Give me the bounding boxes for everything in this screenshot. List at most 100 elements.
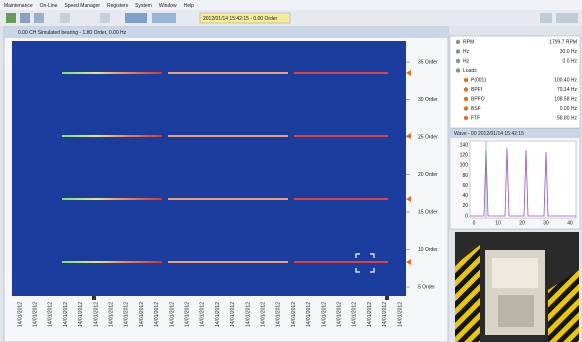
menu-item[interactable]: On-Line	[40, 3, 58, 9]
cursor-icon[interactable]	[355, 253, 375, 273]
x-axis: 14/01/2012 14/01/2012 14/01/2012 14/01/2012…	[17, 302, 403, 327]
markers	[406, 70, 411, 265]
window-title-bar	[4, 27, 448, 38]
trace	[62, 198, 388, 200]
tool-button[interactable]	[100, 13, 110, 23]
x-axis-label: 14/01/2012	[48, 302, 54, 327]
tree-label[interactable]: BSF	[471, 106, 481, 112]
x-axis-label: 14/01/2012	[93, 302, 99, 327]
y-axis-label: 10 Order	[418, 247, 438, 253]
tree-label[interactable]: P(001)	[471, 77, 486, 83]
menu-item[interactable]: Registers	[107, 3, 129, 9]
x-axis-label: 14/01/2012	[261, 302, 267, 327]
x-axis-label: 14/01/2012	[78, 302, 84, 327]
tree-value: 100.40 Hz	[554, 77, 577, 83]
spectrum-y-label: 80	[462, 173, 468, 179]
photo-content	[455, 245, 579, 342]
tree-value: 0.00 Hz	[560, 106, 578, 112]
toolbar-icons	[6, 12, 578, 24]
tree-icon	[455, 49, 461, 54]
x-axis-label: 14/01/2012	[276, 302, 282, 327]
menu-item[interactable]: Help	[184, 3, 195, 9]
tree-label[interactable]: Hz	[463, 58, 470, 64]
x-axis-label: 14/01/2012	[124, 302, 130, 327]
x-axis-label: 14/01/2012	[63, 302, 69, 327]
timestamp-field[interactable]	[199, 12, 291, 24]
spectrum-x-label: 0	[473, 220, 476, 226]
spectrum-y-label: 40	[462, 193, 468, 199]
trace	[62, 261, 388, 263]
x-axis-label: 14/01/2012	[337, 302, 343, 327]
tree-value: 70.14 Hz	[557, 87, 578, 93]
y-axis: 35 Order 30 Order 25 Order 20 Order 15 Order…	[406, 59, 438, 290]
x-axis-label: 14/01/2012	[367, 302, 373, 327]
y-axis-label: 30 Order	[418, 97, 438, 103]
x-axis-label: 14/01/2012	[215, 302, 221, 327]
x-axis-label: 14/01/2012	[33, 302, 39, 327]
x-axis-label: 14/01/2012	[154, 302, 160, 327]
spectrum-x-label: 30	[543, 220, 549, 226]
tree-icon	[455, 39, 461, 45]
tool-button[interactable]	[556, 13, 578, 23]
tool-button[interactable]	[540, 13, 552, 23]
spectrum-y-label: 20	[462, 203, 468, 209]
x-axis-label: 14/01/2012	[245, 302, 251, 327]
spectrum-x-label: 20	[519, 220, 525, 226]
tool-button[interactable]	[6, 13, 16, 23]
tree-value: 0.0 Hz	[563, 58, 578, 64]
x-axis-label: 14/01/2012	[397, 302, 403, 327]
traces	[62, 72, 388, 263]
menu: Maintenance On-Line Speed Manager Registers…	[4, 3, 194, 9]
scroll-marker[interactable]	[385, 296, 389, 300]
tool-button[interactable]	[20, 13, 30, 23]
tree-icon	[455, 68, 461, 73]
x-axis-label: 14/01/2012	[306, 302, 312, 327]
tool-button[interactable]	[34, 13, 44, 23]
x-axis-label: 14/01/2012	[230, 302, 236, 327]
x-axis-label: 14/01/2012	[200, 302, 206, 327]
waterfall-plot	[12, 41, 406, 296]
tool-button[interactable]	[60, 13, 70, 23]
menu-bar	[0, 0, 582, 10]
menu-item[interactable]: Speed Manager	[64, 3, 100, 9]
menu-item[interactable]: System	[135, 3, 152, 9]
tree-label[interactable]: BPFO	[471, 96, 485, 102]
y-axis-label: 35 Order	[418, 59, 438, 65]
tree-label[interactable]: BPFI	[471, 87, 482, 93]
spectrum-y-label: 140	[460, 142, 469, 148]
toolbar	[0, 10, 582, 26]
timestamp: 2012/01/14 15:42:15 - 0.00 Order	[203, 16, 278, 22]
spectrum-y-label: 0	[465, 213, 468, 219]
x-axis-label: 14/01/2012	[352, 302, 358, 327]
y-axis-label: 5 Order	[418, 284, 435, 290]
x-axis-label: 14/01/2012	[185, 302, 191, 327]
tree-icon	[463, 115, 469, 121]
spectrum-x-label: 10	[495, 220, 501, 226]
tree-value: 1799.7 RPM	[549, 39, 577, 45]
tree-icon	[463, 106, 469, 111]
spectrum-y-label: 120	[460, 152, 469, 158]
spectrum-trace	[470, 147, 576, 217]
x-axis-label: 14/01/2012	[109, 302, 115, 327]
tool-button[interactable]	[125, 13, 147, 23]
tree-label[interactable]: Loads	[463, 68, 477, 74]
y-axis-label: 25 Order	[418, 134, 438, 140]
tree-value: 30.0 Hz	[560, 49, 578, 55]
menu-item[interactable]: Maintenance	[4, 3, 33, 9]
scroll-marker[interactable]	[92, 296, 96, 300]
tree-label[interactable]: FTF	[471, 115, 480, 121]
tree-icon	[455, 58, 461, 64]
tool-button[interactable]	[152, 13, 176, 23]
tree-label[interactable]: Hz	[463, 49, 470, 55]
menu-item[interactable]: Window	[159, 3, 177, 9]
x-axis-label: 14/01/2012	[139, 302, 145, 327]
window-title: 0.00 CH Simulated bearing - 1.80 Order, …	[18, 30, 127, 36]
tree-icon	[463, 87, 469, 92]
tree-value: 58.80 Hz	[557, 115, 578, 121]
tree-label[interactable]: RPM	[463, 39, 474, 45]
tree: RPM 1799.7 RPM Hz 30.0 Hz Hz 0.0 Hz Loads P(001…	[455, 39, 578, 121]
x-axis-label: 14/01/2012	[169, 302, 175, 327]
trace	[62, 72, 388, 74]
tree-value: 108.58 Hz	[554, 96, 577, 102]
